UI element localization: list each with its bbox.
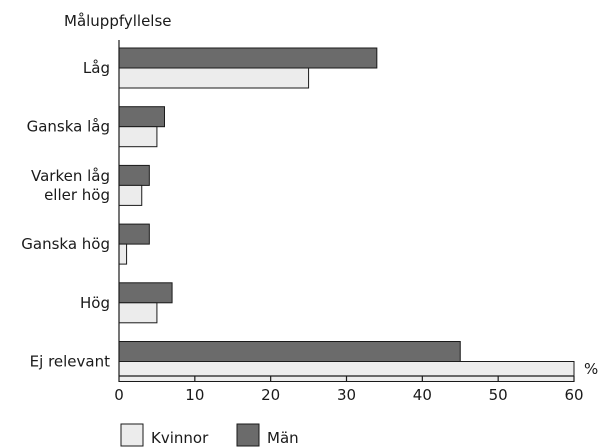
bar-kvinnor-3 — [118, 243, 128, 265]
bar-kvinnor-4 — [118, 302, 158, 324]
x-tick-label-4: 40 — [413, 386, 432, 404]
bar-man-3 — [118, 223, 150, 245]
x-tick-label-6: 60 — [564, 386, 583, 404]
legend-label-kvinnor: Kvinnor — [151, 429, 209, 447]
legend-label-man: Män — [267, 429, 299, 447]
category-label-4-0: Hög — [80, 294, 110, 312]
legend: Kvinnor Män — [120, 423, 299, 447]
x-tick-label-3: 30 — [337, 386, 356, 404]
category-label-2-0: Varken låg — [31, 167, 110, 185]
x-tick-label-1: 10 — [185, 386, 204, 404]
category-label-5-0: Ej relevant — [30, 353, 110, 371]
legend-swatch-kvinnor — [120, 423, 144, 447]
bar-man-2 — [118, 164, 150, 186]
bar-kvinnor-0 — [118, 67, 310, 89]
bar-kvinnor-2 — [118, 184, 143, 206]
bar-man-5 — [118, 341, 461, 362]
x-tick-label-2: 20 — [261, 386, 280, 404]
chart-title: Måluppfyllelse — [64, 12, 172, 30]
category-label-3-0: Ganska hög — [21, 235, 110, 253]
category-label-1-0: Ganska låg — [27, 118, 110, 136]
x-tick-label-0: 0 — [114, 386, 124, 404]
legend-swatch-man — [236, 423, 260, 447]
bar-man-4 — [118, 282, 173, 304]
bar-man-1 — [118, 106, 165, 128]
x-axis-ticks: 0 10 20 30 40 50 60 — [114, 376, 584, 404]
x-tick-label-5: 50 — [489, 386, 508, 404]
bar-man-0 — [118, 47, 378, 69]
category-label-0-0: Låg — [83, 59, 110, 77]
x-axis-unit-label: % — [584, 360, 598, 378]
bars-group — [118, 47, 575, 382]
bar-kvinnor-1 — [118, 126, 158, 148]
category-label-2-1: eller hög — [44, 186, 110, 204]
